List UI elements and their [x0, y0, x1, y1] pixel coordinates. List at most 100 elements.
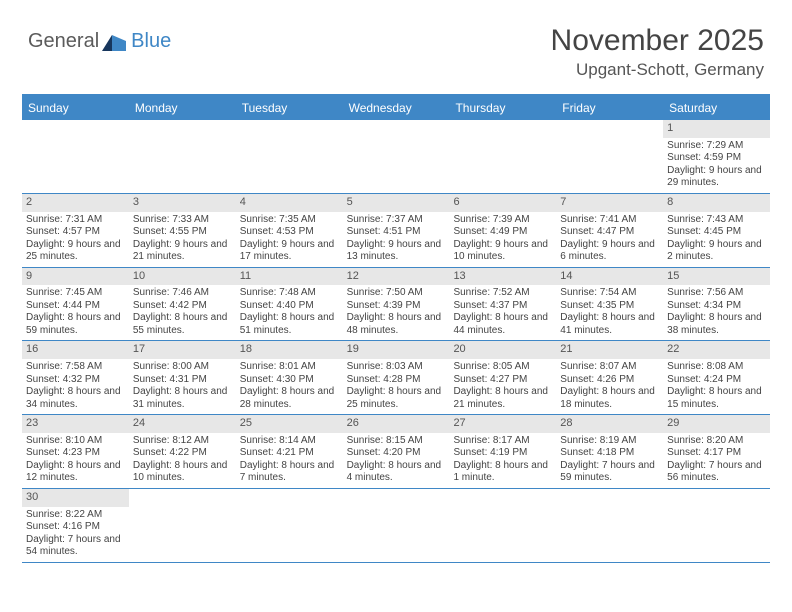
day-sunset: Sunset: 4:16 PM — [26, 521, 125, 534]
day-number: 26 — [343, 415, 450, 433]
day-cell: 22Sunrise: 8:08 AMSunset: 4:24 PMDayligh… — [663, 341, 770, 414]
logo-text-left: General — [28, 30, 99, 53]
month-title: November 2025 — [551, 24, 764, 58]
day-sunrise: Sunrise: 8:14 AM — [240, 435, 339, 448]
day-number: 30 — [22, 489, 129, 507]
day-daylight: Daylight: 8 hours and 10 minutes. — [133, 460, 232, 485]
day-number: 11 — [236, 268, 343, 286]
day-cell: 28Sunrise: 8:19 AMSunset: 4:18 PMDayligh… — [556, 415, 663, 488]
day-sunrise: Sunrise: 8:17 AM — [453, 435, 552, 448]
day-number: 10 — [129, 268, 236, 286]
day-sunrise: Sunrise: 7:46 AM — [133, 287, 232, 300]
day-number: 24 — [129, 415, 236, 433]
day-cell: 30 Sunrise: 8:22 AMSunset: 4:16 PMDayligh… — [22, 489, 129, 562]
day-daylight: Daylight: 8 hours and 4 minutes. — [347, 460, 446, 485]
day-sunrise: Sunrise: 7:58 AM — [26, 361, 125, 374]
day-sunrise: Sunrise: 8:03 AM — [347, 361, 446, 374]
weekday-header: Monday — [129, 96, 236, 120]
day-cell: 21 Sunrise: 8:07 AMSunset: 4:26 PMDayligh… — [556, 341, 663, 414]
day-sunset: Sunset: 4:27 PM — [453, 374, 552, 387]
day-cell: 27Sunrise: 8:17 AMSunset: 4:19 PMDayligh… — [449, 415, 556, 488]
day-sunset: Sunset: 4:37 PM — [453, 300, 552, 313]
day-cell: 6Sunrise: 7:39 AMSunset: 4:49 PMDaylight… — [449, 194, 556, 267]
day-number: 7 — [556, 194, 663, 212]
day-number: 22 — [663, 341, 770, 359]
day-sunrise: Sunrise: 8:22 AM — [26, 509, 125, 522]
day-sunset: Sunset: 4:55 PM — [133, 226, 232, 239]
day-cell: 29Sunrise: 8:20 AMSunset: 4:17 PMDayligh… — [663, 415, 770, 488]
day-sunrise: Sunrise: 8:12 AM — [133, 435, 232, 448]
day-cell: 7Sunrise: 7:41 AMSunset: 4:47 PMDaylight… — [556, 194, 663, 267]
logo-text-right: Blue — [131, 30, 171, 53]
day-cell — [236, 120, 343, 193]
day-daylight: Daylight: 9 hours and 6 minutes. — [560, 239, 659, 264]
day-sunrise: Sunrise: 7:39 AM — [453, 214, 552, 227]
day-sunset: Sunset: 4:47 PM — [560, 226, 659, 239]
week-row: 9Sunrise: 7:45 AMSunset: 4:44 PMDaylight… — [22, 268, 770, 342]
day-cell: 9Sunrise: 7:45 AMSunset: 4:44 PMDaylight… — [22, 268, 129, 341]
day-sunrise: Sunrise: 8:00 AM — [133, 361, 232, 374]
day-cell — [449, 489, 556, 562]
day-sunrise: Sunrise: 8:08 AM — [667, 361, 766, 374]
day-sunset: Sunset: 4:21 PM — [240, 447, 339, 460]
day-cell: 3Sunrise: 7:33 AMSunset: 4:55 PMDaylight… — [129, 194, 236, 267]
day-number: 17 — [129, 341, 236, 359]
day-cell — [22, 120, 129, 193]
day-number: 12 — [343, 268, 450, 286]
day-cell — [343, 120, 450, 193]
day-number: 25 — [236, 415, 343, 433]
day-sunset: Sunset: 4:23 PM — [26, 447, 125, 460]
day-sunrise: Sunrise: 7:48 AM — [240, 287, 339, 300]
day-number: 28 — [556, 415, 663, 433]
day-number: 16 — [22, 341, 129, 359]
day-cell — [449, 120, 556, 193]
day-number: 15 — [663, 268, 770, 286]
day-number: 21 — [556, 341, 663, 359]
week-row: 23Sunrise: 8:10 AMSunset: 4:23 PMDayligh… — [22, 415, 770, 489]
day-number: 2 — [22, 194, 129, 212]
day-cell: 15Sunrise: 7:56 AMSunset: 4:34 PMDayligh… — [663, 268, 770, 341]
day-daylight: Daylight: 8 hours and 28 minutes. — [240, 386, 339, 411]
day-sunset: Sunset: 4:57 PM — [26, 226, 125, 239]
day-sunrise: Sunrise: 7:45 AM — [26, 287, 125, 300]
day-sunrise: Sunrise: 7:29 AM — [667, 140, 766, 153]
day-sunset: Sunset: 4:35 PM — [560, 300, 659, 313]
day-sunset: Sunset: 4:30 PM — [240, 374, 339, 387]
day-sunrise: Sunrise: 7:31 AM — [26, 214, 125, 227]
day-number: 1 — [663, 120, 770, 138]
day-cell: 4Sunrise: 7:35 AMSunset: 4:53 PMDaylight… — [236, 194, 343, 267]
weekday-header: Saturday — [663, 96, 770, 120]
day-number: 5 — [343, 194, 450, 212]
day-number: 27 — [449, 415, 556, 433]
day-sunrise: Sunrise: 8:07 AM — [560, 361, 659, 374]
day-sunrise: Sunrise: 7:43 AM — [667, 214, 766, 227]
day-daylight: Daylight: 9 hours and 13 minutes. — [347, 239, 446, 264]
week-row: 2Sunrise: 7:31 AMSunset: 4:57 PMDaylight… — [22, 194, 770, 268]
day-cell: 26Sunrise: 8:15 AMSunset: 4:20 PMDayligh… — [343, 415, 450, 488]
day-sunset: Sunset: 4:22 PM — [133, 447, 232, 460]
day-sunset: Sunset: 4:26 PM — [560, 374, 659, 387]
day-daylight: Daylight: 8 hours and 18 minutes. — [560, 386, 659, 411]
day-sunrise: Sunrise: 7:33 AM — [133, 214, 232, 227]
day-sunset: Sunset: 4:18 PM — [560, 447, 659, 460]
day-daylight: Daylight: 8 hours and 7 minutes. — [240, 460, 339, 485]
weekday-header: Friday — [556, 96, 663, 120]
day-sunset: Sunset: 4:24 PM — [667, 374, 766, 387]
day-daylight: Daylight: 9 hours and 29 minutes. — [667, 165, 766, 190]
day-cell: 25 Sunrise: 8:14 AMSunset: 4:21 PMDayligh… — [236, 415, 343, 488]
day-daylight: Daylight: 7 hours and 54 minutes. — [26, 534, 125, 559]
day-cell — [129, 489, 236, 562]
header: General Blue November 2025 Upgant-Schott… — [0, 0, 792, 88]
day-sunrise: Sunrise: 8:01 AM — [240, 361, 339, 374]
day-sunrise: Sunrise: 8:15 AM — [347, 435, 446, 448]
weekday-header-row: SundayMondayTuesdayWednesdayThursdayFrid… — [22, 96, 770, 120]
day-sunset: Sunset: 4:32 PM — [26, 374, 125, 387]
day-cell: 18Sunrise: 8:01 AMSunset: 4:30 PMDayligh… — [236, 341, 343, 414]
day-cell: 19Sunrise: 8:03 AMSunset: 4:28 PMDayligh… — [343, 341, 450, 414]
day-sunrise: Sunrise: 7:52 AM — [453, 287, 552, 300]
day-sunrise: Sunrise: 7:35 AM — [240, 214, 339, 227]
logo: General Blue — [28, 24, 171, 53]
day-sunrise: Sunrise: 8:19 AM — [560, 435, 659, 448]
logo-flag-icon — [102, 33, 128, 51]
day-daylight: Daylight: 9 hours and 25 minutes. — [26, 239, 125, 264]
